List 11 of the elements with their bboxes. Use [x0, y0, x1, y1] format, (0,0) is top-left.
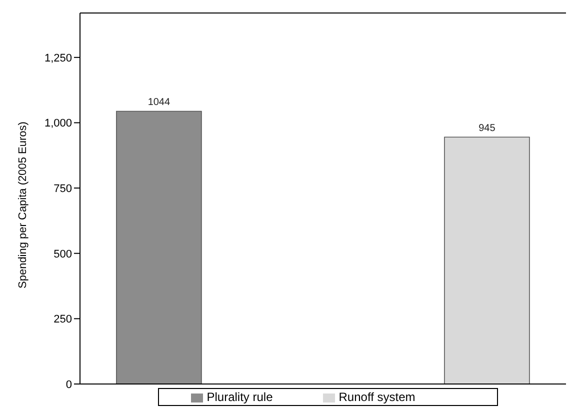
legend-label: Plurality rule — [206, 390, 273, 404]
legend-label: Runoff system — [338, 390, 416, 404]
y-axis-title: Spending per Capita (2005 Euros) — [16, 122, 29, 288]
y-tick-label: 1,000 — [44, 118, 72, 130]
y-tick-label: 1,250 — [44, 52, 72, 64]
y-tick-label: 250 — [54, 314, 72, 326]
y-tick-label: 0 — [66, 378, 72, 391]
y-tick-label: 750 — [54, 182, 72, 195]
y-tick-label: 500 — [54, 248, 72, 260]
data-label: 1044 — [148, 97, 171, 108]
data-label: 945 — [478, 123, 496, 134]
